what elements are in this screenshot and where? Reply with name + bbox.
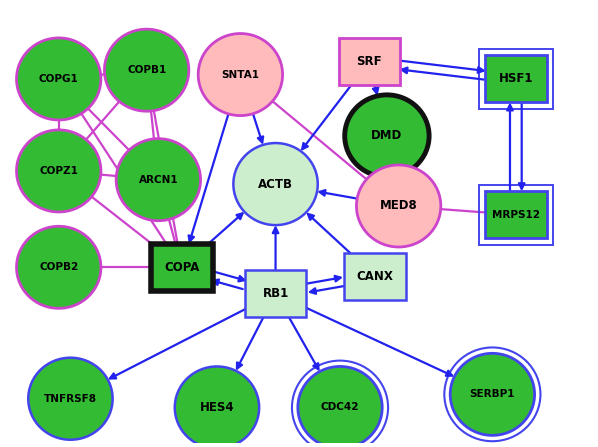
Text: COPB2: COPB2 bbox=[39, 262, 78, 272]
Text: SRF: SRF bbox=[356, 55, 382, 68]
Text: ARCN1: ARCN1 bbox=[139, 175, 178, 185]
Text: MRPS12: MRPS12 bbox=[492, 210, 540, 220]
Text: COPZ1: COPZ1 bbox=[39, 166, 78, 176]
Ellipse shape bbox=[298, 367, 382, 447]
Ellipse shape bbox=[450, 353, 535, 435]
Ellipse shape bbox=[198, 34, 283, 116]
Text: SERBP1: SERBP1 bbox=[469, 389, 515, 399]
FancyBboxPatch shape bbox=[245, 270, 306, 317]
FancyBboxPatch shape bbox=[338, 38, 400, 85]
Ellipse shape bbox=[233, 143, 318, 225]
Text: ACTB: ACTB bbox=[258, 177, 293, 190]
Ellipse shape bbox=[17, 38, 101, 120]
Ellipse shape bbox=[17, 226, 101, 308]
Ellipse shape bbox=[116, 139, 200, 221]
Ellipse shape bbox=[175, 367, 259, 447]
Ellipse shape bbox=[356, 165, 441, 247]
Text: COPG1: COPG1 bbox=[39, 74, 78, 84]
FancyBboxPatch shape bbox=[485, 191, 547, 238]
Ellipse shape bbox=[17, 130, 101, 212]
Text: CDC42: CDC42 bbox=[321, 402, 359, 413]
Text: RB1: RB1 bbox=[263, 287, 289, 300]
Ellipse shape bbox=[344, 95, 429, 177]
FancyBboxPatch shape bbox=[344, 253, 406, 299]
Text: HES4: HES4 bbox=[200, 401, 234, 414]
Text: SNTA1: SNTA1 bbox=[221, 70, 260, 80]
Text: MED8: MED8 bbox=[380, 199, 417, 212]
Text: DMD: DMD bbox=[371, 129, 402, 143]
Text: HSF1: HSF1 bbox=[499, 72, 533, 85]
Text: CANX: CANX bbox=[357, 270, 393, 283]
Ellipse shape bbox=[105, 29, 189, 111]
Text: COPB1: COPB1 bbox=[127, 65, 166, 75]
Ellipse shape bbox=[28, 358, 112, 440]
FancyBboxPatch shape bbox=[151, 244, 212, 291]
FancyBboxPatch shape bbox=[485, 55, 547, 102]
Text: COPA: COPA bbox=[164, 261, 200, 274]
Text: TNFRSF8: TNFRSF8 bbox=[44, 394, 97, 404]
